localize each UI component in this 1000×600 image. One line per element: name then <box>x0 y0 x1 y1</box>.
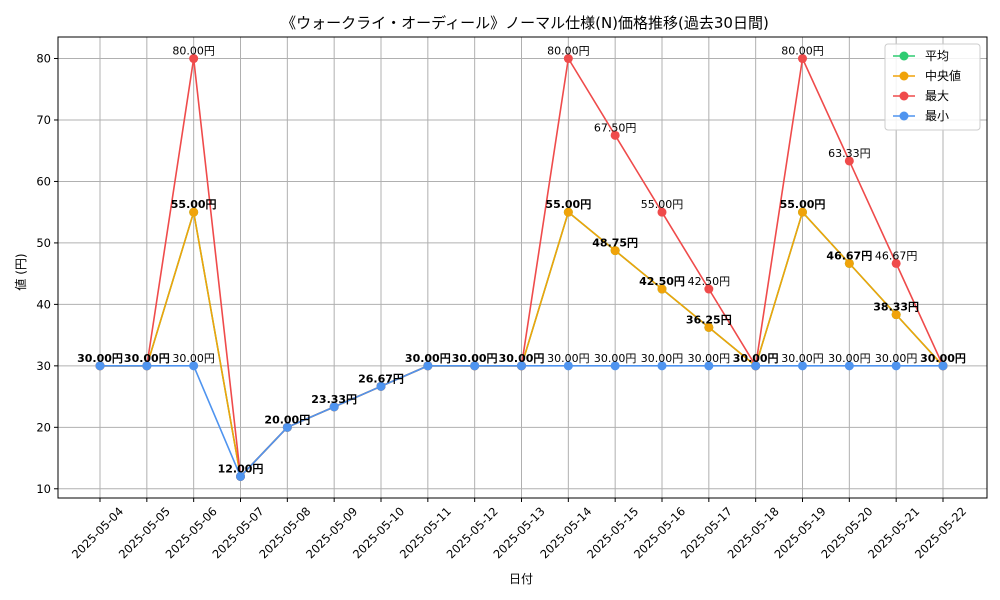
data-point <box>563 207 573 217</box>
data-point <box>844 361 854 371</box>
data-labels: 30.00円 30.00円55.00円12.00円20.00円23.33円26.6… <box>77 45 966 476</box>
data-point <box>610 246 620 256</box>
series-最小 <box>95 361 948 481</box>
data-point <box>798 54 807 64</box>
data-label-average: 36.25円 <box>686 313 732 326</box>
data-label-min: 30.00円 <box>875 352 918 365</box>
data-label-max: 67.50円 <box>594 121 637 134</box>
y-axis-label: 値 (円) <box>13 253 28 290</box>
data-label-average: 55.00円 <box>780 198 826 211</box>
data-point <box>376 381 386 391</box>
data-label-average: 30.00円 <box>920 352 966 365</box>
y-tick-label: 80 <box>36 52 51 66</box>
data-point <box>657 207 667 217</box>
data-point <box>938 361 948 371</box>
y-axis-ticks: 10 20 30 40 50 60 70 80 <box>36 52 58 496</box>
data-point <box>844 258 854 268</box>
legend-marker <box>899 51 909 61</box>
data-point <box>329 402 339 412</box>
legend-marker <box>899 71 909 81</box>
x-axis-ticks: 2025-05-042025-05-052025-05-062025-05-07… <box>69 498 969 561</box>
data-label-average: 23.33円 <box>311 393 357 406</box>
data-label-average: 30.00円 <box>499 352 545 365</box>
data-point <box>282 422 292 432</box>
data-label-max: 46.67円 <box>875 249 918 262</box>
data-point <box>751 361 761 371</box>
data-point <box>236 471 245 481</box>
data-label-min: 30.00円 <box>594 352 637 365</box>
data-point <box>517 361 526 371</box>
data-label-average: 46.67円 <box>826 249 872 262</box>
data-point <box>657 361 667 371</box>
data-label-max: 63.33円 <box>828 147 871 160</box>
data-label-average: 30.00円 <box>733 352 779 365</box>
data-label-max: 80.00円 <box>781 45 824 58</box>
data-label-average: 55.00円 <box>545 198 591 211</box>
data-label-average: 12.00円 <box>218 462 264 475</box>
data-label-average: 30.00円 <box>405 352 451 365</box>
data-point <box>704 322 714 332</box>
data-label-average: 26.67円 <box>358 372 404 385</box>
data-point <box>657 284 667 294</box>
data-label-average: 38.33円 <box>873 301 919 314</box>
data-point <box>704 361 714 371</box>
legend-label: 最小 <box>925 109 949 123</box>
data-label-average: 30.00円 <box>77 352 123 365</box>
y-tick-label: 20 <box>36 420 51 434</box>
data-point <box>142 361 152 371</box>
data-label-average: 20.00円 <box>264 413 310 426</box>
y-tick-label: 40 <box>36 297 51 311</box>
data-point <box>891 310 901 320</box>
data-point <box>189 207 199 217</box>
data-label-max: 80.00円 <box>172 45 215 58</box>
data-point <box>610 361 620 371</box>
plot-frame <box>57 36 988 499</box>
data-label-average: 30.00円 <box>452 352 498 365</box>
legend-label: 中央値 <box>925 68 961 83</box>
data-label-average: 48.75円 <box>592 237 638 250</box>
series-lines <box>95 54 948 481</box>
data-label-min: 30.00円 <box>641 352 684 365</box>
y-tick-label: 70 <box>36 113 51 127</box>
data-point <box>704 284 714 294</box>
chart-title: 《ウォークライ・オーディール》ノーマル仕様(N)価格推移(過去30日間) <box>281 14 769 32</box>
data-label-min: 30.00円 <box>781 352 824 365</box>
data-point <box>563 54 573 64</box>
y-tick-label: 30 <box>36 359 51 373</box>
data-label-average: 42.50円 <box>639 275 685 288</box>
legend-label: 平均 <box>925 49 949 63</box>
legend-label: 最大 <box>925 89 949 103</box>
data-label-max: 80.00円 <box>547 45 590 58</box>
data-point <box>423 361 433 371</box>
data-label-max: 55.00円 <box>641 198 684 211</box>
data-point <box>189 54 199 64</box>
data-point <box>891 258 901 268</box>
data-point <box>610 130 620 140</box>
data-point <box>891 361 901 371</box>
data-point <box>844 156 854 166</box>
data-label-min: 30.00円 <box>688 352 731 365</box>
y-tick-label: 50 <box>36 236 51 250</box>
data-label-min: 30.00円 <box>828 352 871 365</box>
data-point <box>798 207 807 217</box>
y-tick-label: 10 <box>36 482 51 496</box>
data-point <box>563 361 573 371</box>
data-label-min: 30.00円 <box>547 352 590 365</box>
data-label-average: 55.00円 <box>171 198 217 211</box>
x-axis-label: 日付 <box>509 572 533 586</box>
data-label-max: 42.50円 <box>688 275 731 288</box>
legend-marker <box>899 111 909 121</box>
legend-box <box>884 43 981 131</box>
data-label-min: 30.00円 <box>172 352 215 365</box>
legend-marker <box>899 91 909 101</box>
data-point <box>470 361 480 371</box>
y-tick-label: 60 <box>36 174 51 188</box>
data-point <box>95 361 105 371</box>
data-point <box>189 361 199 371</box>
data-label-average: 30.00円 <box>124 352 170 365</box>
data-point <box>798 361 807 371</box>
